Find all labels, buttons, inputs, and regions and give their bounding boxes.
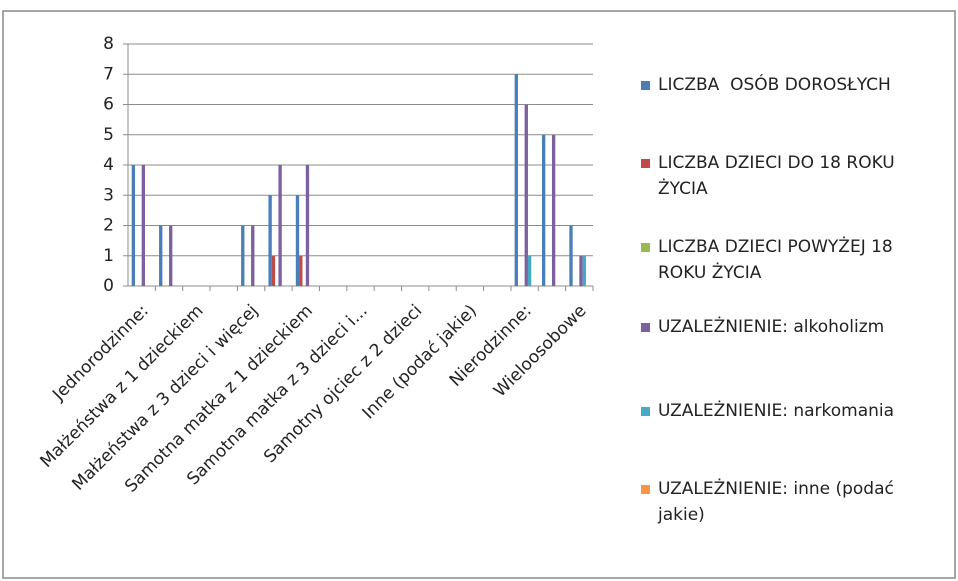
bar: [241, 225, 245, 286]
bar: [141, 165, 146, 286]
y-tick-label: 1: [103, 246, 114, 266]
legend-swatch: [641, 485, 650, 494]
y-tick-label: 3: [103, 185, 114, 205]
bar: [271, 255, 276, 286]
y-tick-label: 0: [103, 276, 114, 296]
legend-swatch: [641, 323, 650, 332]
legend-swatch: [641, 407, 650, 416]
bar: [251, 225, 255, 286]
bar: [551, 134, 556, 286]
bar: [579, 255, 583, 286]
legend-label: LICZBA DZIECI POWYŻEJ 18 ROKU ŻYCIA: [658, 237, 899, 283]
bar: [169, 225, 173, 286]
legend-label: UZALEŻNIENIE: narkomania: [658, 401, 895, 421]
bar: [268, 195, 272, 286]
bar: [305, 165, 310, 286]
bar: [582, 255, 586, 286]
y-tick-label: 2: [103, 216, 114, 236]
legend-swatch: [641, 243, 650, 252]
bar: [131, 165, 136, 286]
bar: [514, 74, 518, 286]
chart-border: [2, 10, 956, 579]
bar: [159, 225, 163, 286]
bar: [299, 255, 303, 286]
y-tick-label: 7: [103, 64, 114, 84]
legend-label: LICZBA DZIECI DO 18 ROKU ŻYCIA: [658, 153, 901, 199]
legend-label: LICZBA OSÓB DOROSŁYCH: [658, 75, 891, 95]
y-tick-label: 4: [103, 155, 114, 175]
bar: [569, 225, 573, 286]
legend-label: UZALEŻNIENIE: alkoholizm: [658, 317, 885, 337]
bar: [527, 255, 532, 286]
y-tick-label: 5: [103, 125, 114, 145]
bar: [278, 165, 282, 286]
y-tick-label: 6: [103, 95, 114, 115]
bar: [524, 104, 528, 286]
legend-swatch: [641, 159, 650, 168]
bar: [295, 195, 300, 286]
legend-label: UZALEŻNIENIE: inne (podać jakie): [658, 479, 900, 525]
legend-swatch: [641, 81, 650, 90]
bar: [541, 134, 546, 286]
y-tick-label: 8: [103, 34, 114, 54]
